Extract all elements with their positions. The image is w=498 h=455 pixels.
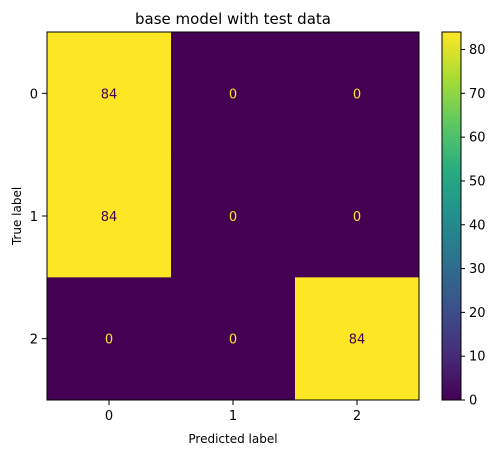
colorbar xyxy=(441,31,462,401)
x-tick-label-0: 0 xyxy=(105,409,113,424)
y-tick-label-2: 2 xyxy=(30,333,38,348)
heatmap-cell-2-0 xyxy=(47,277,172,401)
cell-value-label-0-1: 0 xyxy=(229,87,237,102)
heatmap-cell-0-0 xyxy=(47,32,172,156)
heatmap-cell-2-2 xyxy=(295,277,420,401)
cell-value-label-0-2: 0 xyxy=(353,87,361,102)
x-axis-ticks: 0 1 2 xyxy=(105,400,361,424)
heatmap-cell-0-1 xyxy=(171,32,296,156)
colorbar-tick-label-0: 0 xyxy=(469,394,477,409)
heatmap-cells xyxy=(47,32,420,401)
cell-value-label-2-2: 84 xyxy=(349,333,366,348)
colorbar-ticks: 0 10 20 30 40 50 60 70 80 xyxy=(461,43,486,409)
heatmap-cell-labels: 84 0 0 84 0 0 0 0 84 xyxy=(101,87,366,347)
heatmap-cell-1-1 xyxy=(171,154,296,278)
colorbar-tick-label-7: 70 xyxy=(469,87,486,102)
y-tick-label-1: 1 xyxy=(30,210,38,225)
colorbar-tick-label-6: 60 xyxy=(469,131,486,146)
heatmap-cell-1-0 xyxy=(47,154,172,278)
heatmap-cell-2-1 xyxy=(171,277,296,401)
cell-value-label-2-1: 0 xyxy=(229,333,237,348)
y-axis-label: True label xyxy=(10,187,24,246)
cell-value-label-1-0: 84 xyxy=(101,210,118,225)
colorbar-tick-label-3: 30 xyxy=(469,262,486,277)
colorbar-tick-label-1: 10 xyxy=(469,350,486,365)
colorbar-tick-label-2: 20 xyxy=(469,306,486,321)
cell-value-label-0-0: 84 xyxy=(101,87,118,102)
cell-value-label-1-2: 0 xyxy=(353,210,361,225)
cell-value-label-2-0: 0 xyxy=(105,333,113,348)
colorbar-tick-label-5: 50 xyxy=(469,174,486,189)
heatmap-cell-1-2 xyxy=(295,154,420,278)
y-axis-ticks: 0 1 2 xyxy=(30,87,47,348)
colorbar-tick-label-8: 80 xyxy=(469,43,486,58)
x-tick-label-2: 2 xyxy=(353,409,361,424)
x-tick-label-1: 1 xyxy=(229,409,237,424)
y-tick-label-0: 0 xyxy=(30,87,38,102)
cell-value-label-1-1: 0 xyxy=(229,210,237,225)
heatmap-cell-0-2 xyxy=(295,32,420,156)
chart-title: base model with test data xyxy=(135,10,331,28)
x-axis-label: Predicted label xyxy=(188,432,277,446)
colorbar-tick-label-4: 40 xyxy=(469,218,486,233)
